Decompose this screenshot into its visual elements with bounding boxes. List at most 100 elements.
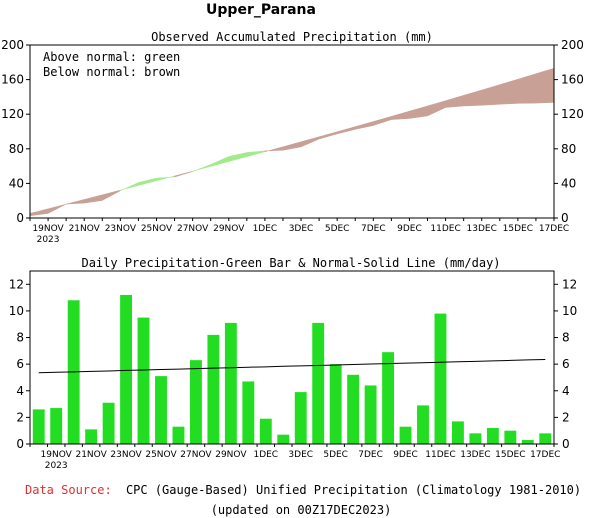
- daily-bar-28NOV: [207, 334, 220, 444]
- accumulated-segment-29NOV: [228, 152, 248, 162]
- xtick-label: 23NOV: [110, 450, 142, 460]
- ytick-right-label: 80: [561, 142, 576, 156]
- accumulated-segment-22NOV: [102, 189, 121, 201]
- accumulated-segment-14DEC: [499, 78, 519, 105]
- daily-bar-22NOV: [102, 402, 115, 444]
- accumulated-segment-4DEC: [318, 131, 338, 140]
- ytick-right-label: 4: [562, 384, 570, 398]
- ytick-left-label: 0: [16, 211, 24, 225]
- ytick-left-label: 40: [9, 176, 24, 190]
- daily-bar-6DEC: [347, 374, 360, 444]
- accumulated-segment-1DEC: [264, 146, 284, 153]
- accumulated-segment-10DEC: [427, 100, 446, 117]
- xtick-label: 3DEC: [289, 224, 314, 234]
- accumulated-segment-25NOV: [156, 175, 175, 182]
- ytick-left-label: 80: [9, 142, 24, 156]
- source-line: Data Source: CPC (Gauge-Based) Unified P…: [25, 483, 581, 497]
- xtick-label: 15DEC: [503, 224, 533, 234]
- daily-bar-17DEC: [539, 433, 552, 444]
- daily-bar-25NOV: [155, 376, 167, 444]
- daily-bar-23NOV: [120, 294, 133, 444]
- ytick-left-label: 4: [16, 384, 24, 398]
- source-text: CPC (Gauge-Based) Unified Precipitation …: [126, 483, 581, 497]
- xtick-label: 11DEC: [425, 450, 455, 460]
- ytick-right-label: 120: [561, 107, 584, 121]
- xtick-label: 29NOV: [213, 224, 245, 234]
- accumulated-segment-12DEC: [463, 89, 482, 107]
- daily-bar-11DEC: [434, 313, 447, 444]
- daily-bar-18NOV: [32, 409, 45, 444]
- accumulated-segment-2DEC: [282, 141, 302, 151]
- ytick-left-label: 6: [16, 357, 24, 371]
- xtick-label: 3DEC: [288, 450, 313, 460]
- daily-bar-3DEC: [294, 392, 307, 444]
- source-label: Data Source:: [25, 483, 112, 497]
- xtick-label: 17DEC: [539, 224, 569, 234]
- daily-bar-8DEC: [382, 352, 395, 444]
- daily-bar-2DEC: [277, 434, 290, 444]
- ytick-left-label: 200: [1, 38, 24, 52]
- ytick-left-label: 160: [1, 73, 24, 87]
- xtick-label: 7DEC: [361, 224, 386, 234]
- daily-bar-9DEC: [399, 426, 412, 444]
- accumulated-segment-6DEC: [354, 121, 374, 130]
- ytick-right-label: 0: [562, 437, 570, 451]
- accumulated-segment-20NOV: [65, 199, 85, 205]
- accumulated-segment-28NOV: [210, 156, 230, 167]
- daily-title: Daily Precipitation-Green Bar & Normal-S…: [81, 256, 500, 270]
- ytick-right-label: 12: [562, 277, 577, 291]
- xtick-label: 19NOV: [32, 224, 64, 234]
- accumulated-segment-23NOV: [120, 182, 139, 192]
- accumulated-segment-16DEC: [535, 67, 555, 104]
- ytick-right-label: 6: [562, 357, 570, 371]
- xtick-label: 1DEC: [253, 450, 278, 460]
- xtick-label: 19NOV: [41, 450, 73, 460]
- xtick-label: 21NOV: [75, 450, 107, 460]
- ytick-right-label: 10: [562, 304, 577, 318]
- normal-line: [38, 358, 546, 374]
- xtick-label: 7DEC: [358, 450, 383, 460]
- legend-below: Below normal: brown: [43, 65, 180, 79]
- accumulated-frame: [29, 44, 555, 219]
- ytick-right-label: 2: [562, 410, 570, 424]
- updated-text: (updated on 00Z17DEC2023): [211, 503, 392, 517]
- accumulated-segment-27NOV: [192, 164, 211, 172]
- accumulated-segment-7DEC: [373, 116, 392, 126]
- xtick-label: 23NOV: [105, 224, 137, 234]
- xtick-label: 15DEC: [495, 450, 525, 460]
- accumulated-segment-21NOV: [83, 194, 103, 204]
- daily-bar-26NOV: [172, 426, 185, 444]
- accumulated-segment-26NOV: [174, 170, 193, 178]
- daily-bar-7DEC: [364, 385, 377, 444]
- daily-bar-15DEC: [504, 430, 517, 444]
- xtick-label: 5DEC: [325, 224, 350, 234]
- daily-bar-13DEC: [469, 433, 482, 444]
- xtick-year: 2023: [37, 235, 60, 245]
- accumulated-segment-13DEC: [481, 84, 501, 106]
- xtick-label: 27NOV: [180, 450, 212, 460]
- xtick-label: 21NOV: [69, 224, 101, 234]
- accumulated-segment-5DEC: [336, 126, 356, 135]
- xtick-label: 13DEC: [467, 224, 497, 234]
- legend-above: Above normal: green: [43, 50, 180, 64]
- ytick-right-label: 40: [561, 176, 576, 190]
- ytick-left-label: 0: [16, 437, 24, 451]
- accumulated-segment-9DEC: [409, 105, 428, 119]
- accumulated-segment-30NOV: [246, 150, 266, 157]
- xtick-label: 27NOV: [177, 224, 209, 234]
- xtick-label: 25NOV: [141, 224, 173, 234]
- ytick-right-label: 200: [561, 38, 584, 52]
- xtick-label: 9DEC: [397, 224, 422, 234]
- accumulated-panel: Observed Accumulated Precipitation (mm) …: [1, 30, 584, 245]
- xtick-label: 11DEC: [430, 224, 460, 234]
- ytick-right-label: 8: [562, 331, 570, 345]
- daily-bar-24NOV: [137, 317, 150, 444]
- accumulated-segment-24NOV: [138, 177, 157, 186]
- daily-bar-27NOV: [189, 360, 202, 444]
- accumulated-segment-18NOV: [29, 208, 49, 217]
- daily-bar-16DEC: [521, 440, 534, 444]
- accumulated-segment-8DEC: [391, 110, 410, 120]
- daily-bar-14DEC: [486, 428, 499, 444]
- ytick-left-label: 2: [16, 410, 24, 424]
